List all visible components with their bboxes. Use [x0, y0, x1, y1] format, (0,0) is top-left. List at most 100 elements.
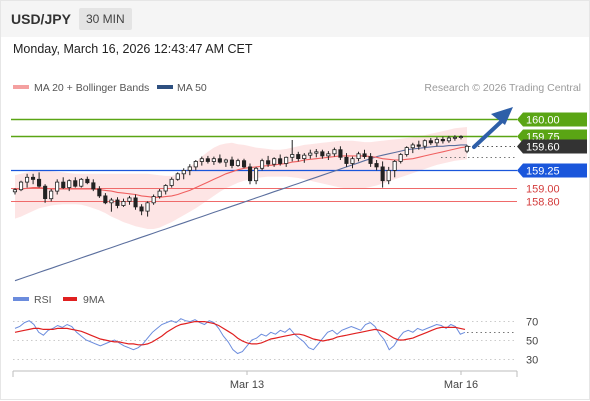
copyright-label: Research © 2026 Trading Central: [424, 82, 581, 94]
timeframe-button[interactable]: 30 MIN: [79, 8, 132, 30]
candle: [49, 189, 54, 202]
candle: [446, 135, 451, 143]
candle: [187, 164, 192, 176]
candle: [266, 155, 271, 167]
candle: [163, 184, 168, 195]
candle: [151, 194, 156, 205]
candle: [452, 135, 457, 141]
ma50-legend-swatch: [157, 85, 173, 89]
rsi-line: [14, 318, 466, 355]
candle: [109, 197, 114, 212]
candle: [211, 156, 216, 165]
rsi-panel: 70 50 30: [13, 317, 538, 367]
candle: [302, 153, 307, 163]
candle: [169, 177, 174, 188]
candle: [272, 157, 277, 167]
candle: [67, 179, 72, 192]
ma20-legend-label: MA 20 + Bollinger Bands: [34, 82, 149, 94]
candle: [374, 160, 379, 171]
candle: [464, 144, 469, 154]
candle: [73, 177, 78, 188]
candle: [199, 156, 204, 166]
rsi-ma-line: [14, 321, 466, 346]
rsi-tick-70: 70: [526, 317, 538, 329]
candle: [133, 194, 138, 210]
candle: [79, 178, 84, 188]
bollinger-bands: [15, 127, 467, 229]
candle: [121, 198, 126, 207]
ma20-legend-swatch: [13, 85, 29, 89]
candle: [175, 172, 180, 181]
candle: [181, 168, 186, 180]
candle: [416, 140, 421, 150]
candle: [314, 149, 319, 158]
candle: [290, 140, 295, 162]
candle: [12, 188, 18, 195]
candle: [398, 153, 403, 164]
candle: [247, 163, 253, 185]
candle: [139, 204, 144, 216]
candle: [157, 189, 162, 199]
candle: [235, 158, 241, 167]
candle: [85, 176, 90, 185]
candle: [380, 161, 385, 188]
rsi-tick-30: 30: [526, 355, 538, 367]
candle: [284, 156, 289, 167]
candle: [392, 160, 397, 178]
top-bar: USD/JPY 30 MIN: [1, 1, 589, 37]
level-label-158-80: 158.80: [526, 197, 560, 209]
candle: [61, 177, 66, 189]
candle: [103, 193, 108, 205]
level-label-159-00: 159.00: [526, 184, 560, 196]
candle: [91, 179, 96, 192]
candle: [229, 156, 235, 169]
candle: [193, 160, 198, 171]
rsi-ma-legend-swatch: [63, 297, 77, 301]
candle: [115, 197, 120, 209]
candle: [205, 155, 210, 164]
candle: [253, 166, 259, 185]
level-tag-160-00: [517, 112, 587, 127]
bollinger-band-fill: [15, 127, 467, 229]
moving-averages: [14, 144, 468, 282]
candle: [217, 154, 222, 164]
candle: [320, 149, 325, 159]
candle: [326, 151, 331, 160]
candle: [296, 151, 301, 162]
candle: [338, 146, 343, 160]
candle: [368, 153, 373, 167]
rsi-ma-legend-label: 9MA: [83, 294, 105, 306]
candle: [145, 201, 150, 217]
level-label-160-00: 160.00: [526, 115, 560, 127]
candle: [223, 158, 229, 167]
candle: [278, 154, 283, 166]
candle: [30, 173, 36, 185]
level-label-159-60: 159.60: [526, 142, 560, 154]
candle: [97, 186, 102, 198]
rsi-tick-50: 50: [526, 336, 538, 348]
level-label-159-25: 159.25: [526, 166, 560, 178]
candle: [127, 195, 132, 205]
candle: [55, 179, 60, 195]
candle: [344, 153, 349, 167]
candle: [18, 180, 24, 192]
candle: [24, 173, 30, 188]
candle: [259, 158, 265, 171]
rsi-legend-swatch: [13, 297, 29, 301]
candle: [440, 136, 445, 144]
x-tick-label: Mar 13: [230, 379, 264, 391]
level-tag-159-60: [517, 139, 587, 154]
candle: [386, 166, 391, 185]
candle: [241, 158, 247, 169]
candle: [308, 149, 313, 159]
candle: [434, 137, 439, 147]
candle: [404, 146, 409, 157]
candle: [37, 172, 42, 188]
candle: [356, 151, 361, 162]
candle: [43, 184, 48, 203]
candle: [350, 156, 355, 169]
candle: [410, 142, 415, 154]
